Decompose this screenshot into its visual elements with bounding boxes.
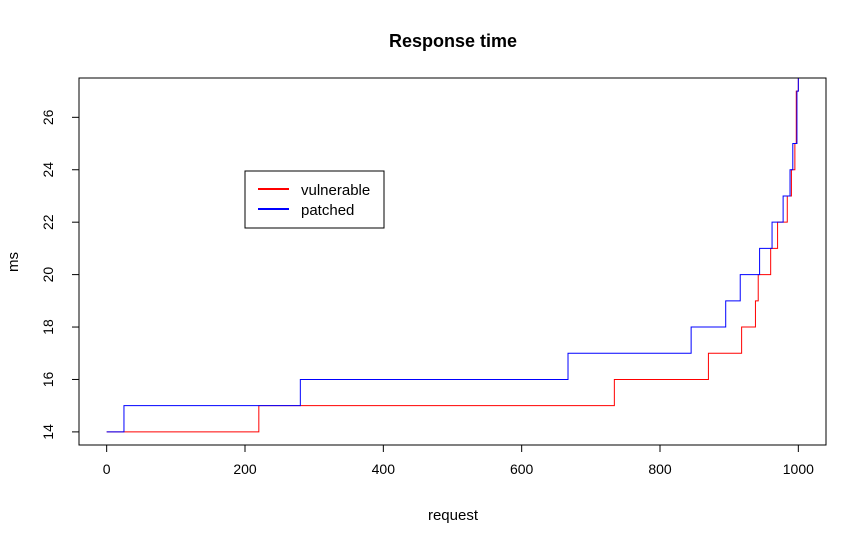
series-line-patched xyxy=(106,78,799,433)
y-tick-label: 24 xyxy=(40,162,56,178)
y-tick-label: 16 xyxy=(40,371,56,387)
legend-box xyxy=(244,170,385,229)
x-tick-label: 800 xyxy=(648,461,672,477)
chart-title: Response time xyxy=(389,31,517,51)
plot-frame xyxy=(78,77,827,446)
x-tick-label: 400 xyxy=(372,461,396,477)
x-axis: 0 200 400 600 800 1000 xyxy=(103,444,814,477)
x-tick-label: 0 xyxy=(103,461,111,477)
y-tick-label: 20 xyxy=(40,267,56,283)
y-tick-label: 22 xyxy=(40,214,56,230)
y-axis: 14 16 18 20 22 24 26 xyxy=(40,109,80,440)
legend-label-patched: patched xyxy=(301,202,354,219)
y-tick-label: 26 xyxy=(40,109,56,125)
series-line-vulnerable xyxy=(106,78,799,433)
legend: vulnerable patched xyxy=(244,170,385,229)
y-axis-label: ms xyxy=(5,252,22,272)
x-tick-label: 1000 xyxy=(783,461,814,477)
y-tick-label: 14 xyxy=(40,424,56,440)
y-tick-label: 18 xyxy=(40,319,56,335)
x-tick-label: 600 xyxy=(510,461,534,477)
x-axis-label: request xyxy=(428,507,479,524)
x-tick-label: 200 xyxy=(233,461,257,477)
series-layer xyxy=(106,78,799,433)
legend-label-vulnerable: vulnerable xyxy=(301,182,370,199)
